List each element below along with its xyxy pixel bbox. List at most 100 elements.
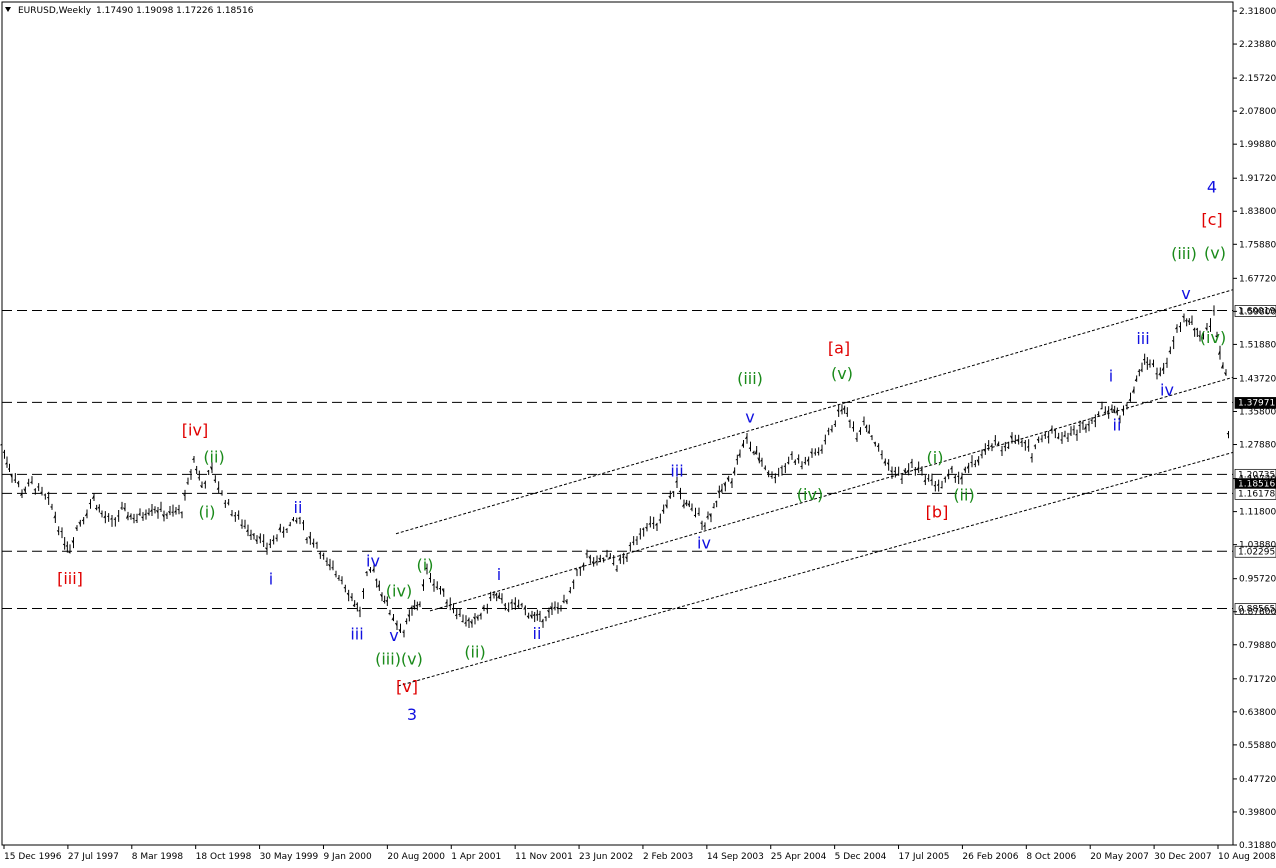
price-bar-tick	[1184, 320, 1187, 322]
price-level-label: 0.88565	[1238, 605, 1275, 615]
wave-label: iii	[1136, 329, 1149, 348]
price-bar-tick	[700, 522, 703, 524]
price-level-label: 1.18516	[1238, 480, 1275, 490]
price-bar-tick	[500, 597, 503, 600]
price-bar-tick	[177, 508, 180, 511]
price-bar-tick	[0, 443, 3, 446]
price-bar-tick	[88, 502, 91, 505]
price-bar-tick	[1198, 334, 1201, 338]
price-bar-tick	[147, 512, 150, 515]
price-bar-tick	[830, 428, 833, 431]
price-bar-tick	[81, 519, 84, 522]
price-bar-tick	[661, 509, 665, 513]
wave-label: iv	[1160, 381, 1174, 400]
price-bar-tick	[848, 420, 851, 423]
x-tick-label: 30 Dec 2007	[1154, 852, 1212, 862]
channel-line[interactable]	[395, 289, 1234, 535]
price-bar-tick	[745, 436, 748, 440]
title-dropdown-icon[interactable]	[5, 7, 11, 12]
x-tick-label: 15 Dec 1996	[4, 852, 62, 862]
price-bar-tick	[156, 510, 159, 513]
price-bar-tick	[1134, 378, 1138, 382]
plot-frame	[1, 1, 1234, 846]
price-bar-tick	[1003, 445, 1006, 448]
price-bar-tick	[346, 592, 350, 596]
price-bar-tick	[1026, 445, 1029, 448]
price-bar-tick	[523, 606, 526, 610]
price-bar-tick	[530, 614, 533, 619]
price-bar-tick	[153, 508, 156, 511]
price-bar-tick	[305, 538, 308, 541]
y-tick-label: 1.11800	[1239, 508, 1276, 518]
price-bar-tick	[1043, 434, 1046, 436]
price-bar-tick	[291, 518, 294, 521]
price-bar-tick	[697, 512, 700, 515]
price-bar-tick	[388, 612, 391, 615]
price-level-label: 1.37971	[1238, 398, 1275, 408]
price-bar-tick	[717, 490, 720, 494]
y-tick-label: 1.91720	[1239, 174, 1276, 184]
price-bar-tick	[820, 448, 823, 452]
price-bar-tick	[410, 606, 413, 609]
price-bar-tick	[1208, 325, 1211, 328]
price-bar-tick	[281, 530, 285, 534]
price-bar-tick	[946, 474, 950, 477]
wave-label: iii	[670, 462, 683, 481]
x-tick-label: 11 Nov 2001	[515, 852, 573, 862]
price-bar-tick	[858, 429, 861, 433]
y-tick-label: 1.59800	[1239, 307, 1276, 317]
price-bar-tick	[890, 470, 893, 473]
price-bar-tick	[1036, 438, 1040, 442]
price-bar-tick	[532, 613, 536, 616]
price-bar-tick	[980, 454, 983, 457]
price-bar-tick	[1118, 417, 1121, 420]
x-tick-label: 20 Aug 2000	[387, 852, 445, 862]
price-bar-tick	[541, 619, 544, 623]
y-tick-label: 1.43720	[1239, 374, 1276, 384]
price-bar-tick	[1084, 425, 1087, 430]
price-bar-tick	[970, 461, 973, 464]
wave-label: (i)	[927, 448, 944, 467]
price-bar-tick	[1020, 440, 1023, 444]
price-bar-tick	[867, 430, 870, 434]
price-bar-tick	[26, 482, 29, 485]
wave-label: i	[497, 565, 501, 584]
price-bar-tick	[30, 481, 33, 484]
price-bar-tick	[678, 490, 681, 493]
price-bar-tick	[1171, 340, 1174, 342]
price-bar-tick	[220, 492, 223, 495]
price-series	[0, 305, 1229, 638]
price-bar-tick	[671, 491, 675, 494]
y-tick-label: 2.07800	[1239, 107, 1276, 117]
price-bar-tick	[810, 451, 813, 455]
price-bar-tick	[1128, 398, 1131, 402]
price-bar-tick	[996, 442, 1000, 446]
y-tick-label: 0.31880	[1239, 841, 1276, 851]
price-bar-tick	[144, 513, 147, 516]
price-bar-tick	[690, 507, 693, 510]
wave-label: (ii)	[203, 447, 224, 466]
y-tick-label: 0.63800	[1239, 708, 1276, 718]
price-bar-tick	[862, 420, 865, 423]
price-bar-tick	[275, 537, 278, 540]
price-bar-tick	[123, 507, 126, 511]
wave-label: iii	[350, 625, 363, 644]
price-bar-tick	[1110, 407, 1113, 411]
price-bar-tick	[162, 514, 165, 518]
price-bar-tick	[720, 488, 723, 493]
price-bar-tick	[189, 471, 192, 473]
price-bar-tick	[738, 453, 741, 457]
price-bar-tick	[538, 613, 541, 616]
price-bar-tick	[129, 514, 132, 518]
price-bar-tick	[641, 528, 644, 531]
price-bar-tick	[760, 459, 763, 462]
price-bar-tick	[516, 604, 520, 608]
price-bar-tick	[1106, 409, 1110, 413]
price-bar-tick	[648, 522, 651, 525]
price-bar-tick	[876, 444, 880, 448]
channel-line[interactable]	[397, 451, 1234, 687]
price-bar-tick	[1112, 409, 1116, 413]
price-bar-tick	[936, 483, 940, 486]
wave-label: [b]	[926, 502, 949, 521]
price-bar-tick	[2, 451, 5, 454]
